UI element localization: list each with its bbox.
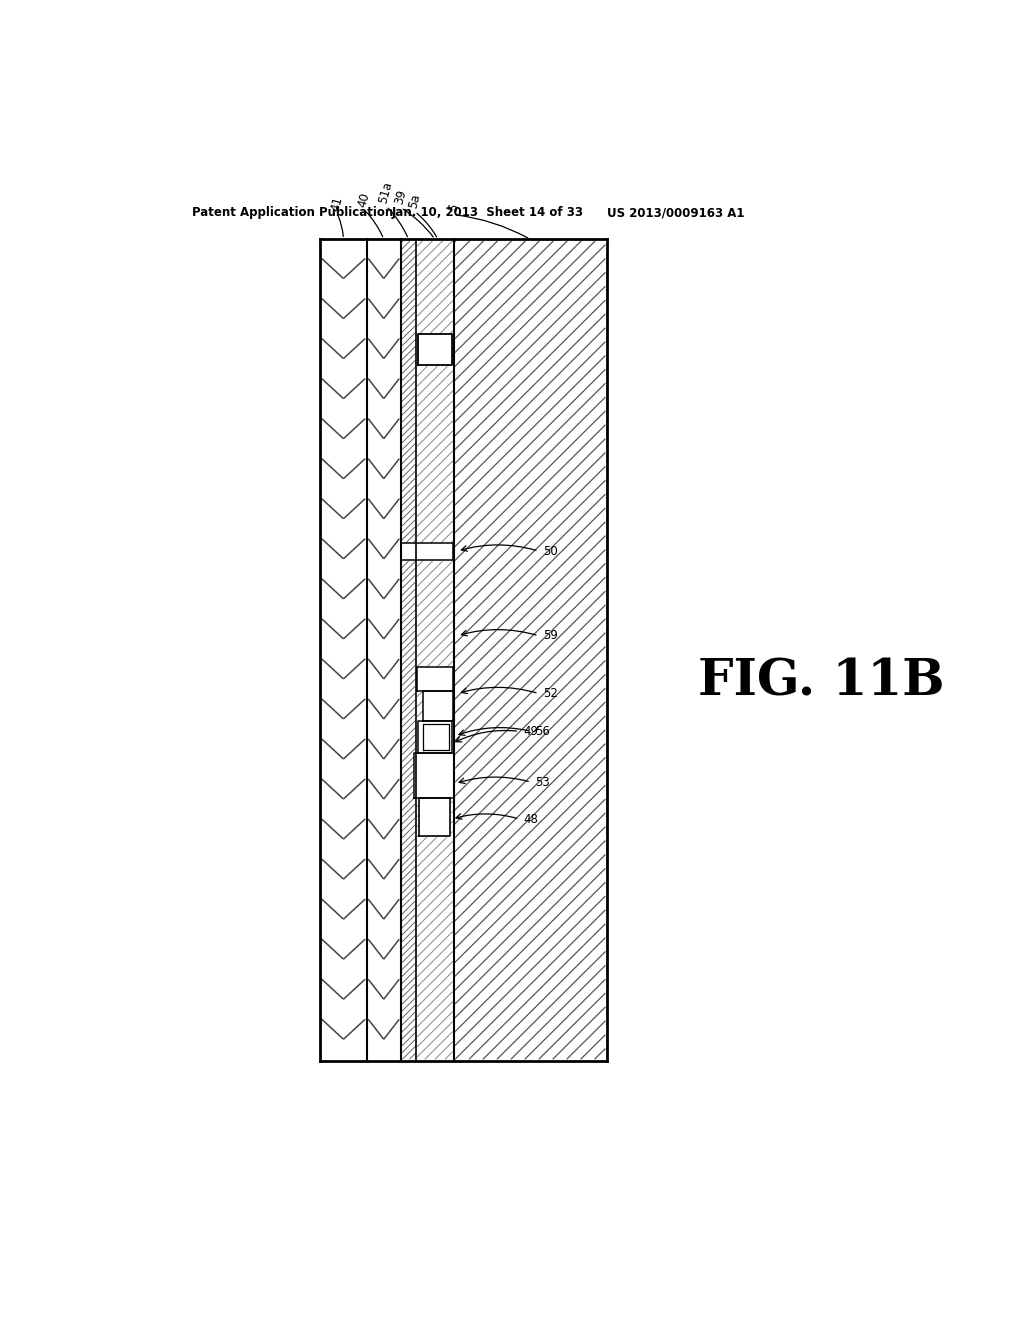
- Text: Patent Application Publication: Patent Application Publication: [191, 206, 393, 219]
- Text: 48: 48: [523, 813, 539, 825]
- Polygon shape: [400, 544, 453, 561]
- Polygon shape: [418, 334, 452, 364]
- Polygon shape: [417, 667, 453, 692]
- Text: 52: 52: [543, 686, 557, 700]
- Text: 5: 5: [446, 202, 461, 213]
- Text: Jan. 10, 2013  Sheet 14 of 33: Jan. 10, 2013 Sheet 14 of 33: [391, 206, 584, 219]
- Polygon shape: [420, 797, 451, 836]
- Text: 39: 39: [392, 189, 409, 206]
- Text: 49: 49: [523, 725, 539, 738]
- Polygon shape: [423, 723, 449, 750]
- Text: 5a: 5a: [407, 193, 423, 210]
- Text: 59: 59: [543, 630, 557, 643]
- Text: 41: 41: [329, 194, 345, 213]
- Text: 40: 40: [356, 190, 373, 209]
- Polygon shape: [423, 692, 453, 721]
- Text: 51a: 51a: [377, 180, 395, 205]
- Text: 50: 50: [543, 545, 557, 557]
- Text: US 2013/0009163 A1: US 2013/0009163 A1: [607, 206, 744, 219]
- Text: L: L: [426, 345, 432, 354]
- Text: FIG. 11B: FIG. 11B: [697, 657, 944, 706]
- Text: 53: 53: [535, 776, 550, 788]
- Text: 56: 56: [535, 725, 550, 738]
- Polygon shape: [418, 721, 452, 752]
- Polygon shape: [414, 752, 454, 797]
